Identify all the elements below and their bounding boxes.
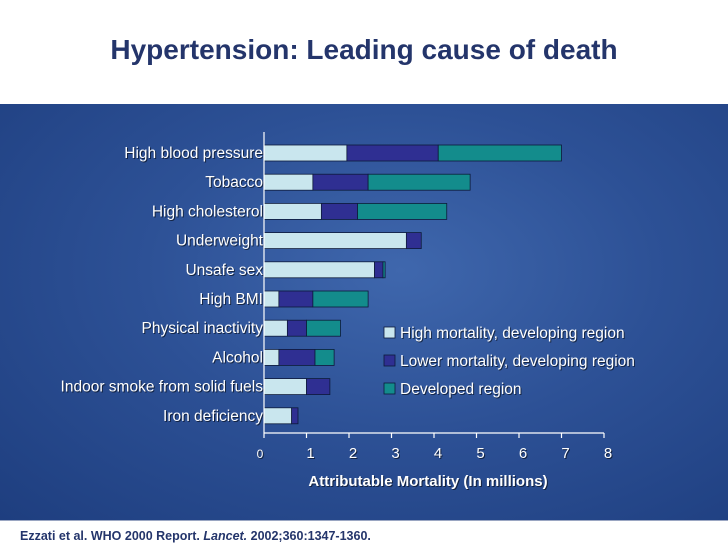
category-label-indoor-smoke-from-solid-fuels: Indoor smoke from solid fuels xyxy=(61,379,264,396)
bar-unsafe-sex-series-3 xyxy=(382,261,386,279)
title-band xyxy=(0,0,728,104)
bar-unsafe-sex-series-1 xyxy=(263,261,375,279)
bar-physical-inactivity-series-2 xyxy=(286,319,307,337)
bar-tobacco-series-2 xyxy=(312,173,369,191)
citation-suffix: 2002;360:1347-1360. xyxy=(247,529,371,543)
citation: Ezzati et al. WHO 2000 Report. Lancet. 2… xyxy=(20,529,371,543)
x-tick-label-0: 0 xyxy=(257,447,264,461)
bar-physical-inactivity-series-3 xyxy=(306,319,341,337)
x-tick-label-1: 1 xyxy=(306,445,314,462)
bar-iron-deficiency-series-1 xyxy=(263,407,293,425)
category-label-high-cholesterol: High cholesterol xyxy=(152,203,263,220)
legend-swatch-3 xyxy=(383,382,396,395)
bars-layer xyxy=(263,144,562,425)
footer-band xyxy=(0,520,728,547)
bar-alcohol-series-1 xyxy=(263,348,280,366)
bar-high-bmi-series-3 xyxy=(312,290,369,308)
category-label-physical-inactivity: Physical inactivity xyxy=(142,320,264,337)
x-tick-label-6: 6 xyxy=(519,445,527,462)
bar-tobacco-series-3 xyxy=(367,173,471,191)
category-label-iron-deficiency: Iron deficiency xyxy=(163,408,263,425)
bar-high-blood-pressure-series-1 xyxy=(263,144,348,162)
x-tick-label-7: 7 xyxy=(561,445,569,462)
bar-physical-inactivity-series-1 xyxy=(263,319,288,337)
category-labels: High blood pressure Tobacco High cholester… xyxy=(61,145,264,425)
category-label-underweight: Underweight xyxy=(176,233,264,250)
bar-high-blood-pressure-series-2 xyxy=(346,144,439,162)
legend: High mortality, developing region Lower m… xyxy=(383,325,635,398)
legend-label-3: Developed region xyxy=(400,381,522,398)
bar-high-cholesterol-series-3 xyxy=(357,202,448,220)
x-tick-label-4: 4 xyxy=(434,445,442,462)
bar-high-bmi-series-1 xyxy=(263,290,280,308)
bar-alcohol-series-3 xyxy=(314,348,335,366)
x-axis: 0 1 2 3 4 5 6 7 8 xyxy=(257,132,612,462)
slide-title: Hypertension: Leading cause of death xyxy=(110,34,618,65)
bar-unsafe-sex-series-2 xyxy=(374,261,384,279)
category-label-alcohol: Alcohol xyxy=(212,349,263,366)
bar-high-bmi-series-2 xyxy=(278,290,314,308)
chart-panel xyxy=(0,104,728,520)
legend-swatch-1 xyxy=(383,326,396,339)
category-label-high-bmi: High BMI xyxy=(199,291,263,308)
bar-alcohol-series-2 xyxy=(278,348,316,366)
category-label-tobacco: Tobacco xyxy=(205,174,263,191)
legend-swatch-2 xyxy=(383,354,396,367)
bar-indoor-smoke-from-solid-fuels-series-1 xyxy=(263,378,307,396)
bar-high-cholesterol-series-2 xyxy=(320,202,358,220)
legend-label-2: Lower mortality, developing region xyxy=(400,353,635,370)
bar-tobacco-series-1 xyxy=(263,173,314,191)
x-axis-title: Attributable Mortality (In millions) xyxy=(308,473,547,490)
category-label-unsafe-sex: Unsafe sex xyxy=(185,262,263,279)
bar-high-cholesterol-series-1 xyxy=(263,202,322,220)
bar-high-blood-pressure-series-3 xyxy=(437,144,562,162)
x-tick-label-3: 3 xyxy=(391,445,399,462)
x-tick-label-8: 8 xyxy=(604,445,612,462)
legend-label-1: High mortality, developing region xyxy=(400,325,625,342)
bar-iron-deficiency-series-2 xyxy=(291,407,299,425)
x-tick-label-5: 5 xyxy=(476,445,484,462)
category-label-high-blood-pressure: High blood pressure xyxy=(124,145,263,162)
bar-underweight-series-2 xyxy=(405,232,422,250)
bar-indoor-smoke-from-solid-fuels-series-2 xyxy=(306,378,331,396)
bar-underweight-series-1 xyxy=(263,232,407,250)
x-tick-label-2: 2 xyxy=(349,445,357,462)
citation-prefix: Ezzati et al. WHO 2000 Report. xyxy=(20,529,204,543)
citation-journal: Lancet. xyxy=(203,529,248,543)
